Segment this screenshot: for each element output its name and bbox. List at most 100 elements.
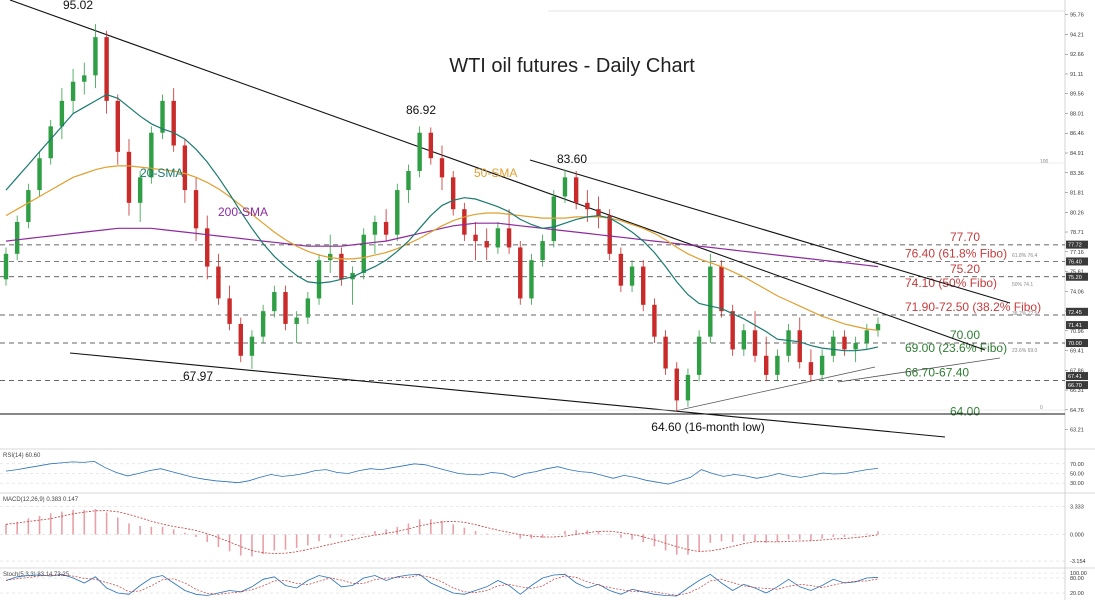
macd-grid: 3.333 0.000 -3.154 [0,504,1086,565]
candle-body [283,292,288,324]
level-label: 66.70-67.40 [905,366,969,380]
candle-body [406,170,411,191]
candle-body [741,330,747,350]
price-tag-bg [1066,257,1088,266]
sma-200-line [5,222,879,268]
price-tick-label: 77.16 [1070,250,1084,256]
price-tag-bg [1066,307,1088,316]
fibo-label-236: 23.6% 69.0 [1012,348,1038,354]
candle-body [439,158,445,178]
rsi-line [5,460,879,485]
candle-body [48,126,53,159]
level-label: 70.00 [950,328,980,342]
price-tick-label: 81.81 [1070,191,1084,197]
candle-body [82,75,87,82]
sma-20-line [5,93,879,352]
price-tick-label: 94.21 [1070,32,1084,38]
candle-body [831,336,836,356]
price-tick-label: 74.06 [1070,289,1084,295]
candle-body [126,151,132,203]
upper-trendline [9,0,986,351]
candle-body [272,292,277,312]
indicator-tick-label: 80.00 [1070,576,1084,582]
price-tag-label: 76.40 [1068,259,1082,265]
stoch-k-line [5,573,879,597]
price-tag-label: 70.00 [1068,341,1082,347]
macd-histogram [5,509,879,557]
indicator-tick-label: 0.000 [1070,532,1084,538]
candle-body [93,37,98,76]
trendlines [0,0,1065,438]
price-tick-label: 89.56 [1070,92,1084,98]
candle-body [853,343,858,350]
candle-body [786,330,791,356]
fibo-small-labels: 61.8% 76.4 50% 74.1 38.2% 72.5 23.6% 69.… [1012,159,1049,411]
candle-body [339,253,344,280]
label-20-sma: 20-SMA [140,166,183,180]
candle-body [629,266,635,286]
candle-body [797,330,802,363]
price-tick-label: 75.61 [1070,270,1084,276]
fibo-label-100: 100 [1040,159,1049,165]
annotation-low-67: 67.97 [183,369,213,383]
indicator-tick-label: 30.00 [1070,481,1084,487]
candle-body [216,266,221,299]
price-tick-label: 83.36 [1070,171,1084,177]
price-tick-label: 67.86 [1070,368,1084,374]
candle-body [495,228,501,248]
resistance-trendline [529,159,1011,304]
price-tag-bg [1066,321,1088,330]
candle-body [305,298,311,318]
macd-title: MACD(12,26,9) 0.383 0.147 [3,497,79,503]
candle-body [160,100,165,133]
candle-body [596,209,601,216]
candle-body [708,266,713,337]
candle-body [696,336,702,375]
indicator-tick-label: 3.333 [1070,504,1084,510]
candle-body [104,37,109,101]
level-label: 69.00 (23.6% Fibo) [905,341,1007,355]
macd-panel: MACD(12,26,9) 0.383 0.147 3.333 0.000 -3.1… [0,497,1086,565]
candle-body [775,355,780,375]
candle-body [59,100,65,127]
price-tick-label: 84.91 [1070,151,1084,157]
candle-body [573,177,579,203]
candle-body [149,132,154,178]
candle-body [294,317,299,324]
price-tick-label: 95.76 [1070,13,1084,19]
candle-body [585,202,590,210]
candle-body [193,190,199,229]
rsi-panel: RSI(14) 60.60 70.00 50.00 30.00 [0,453,1084,487]
candle-body [428,132,434,159]
level-label: 74.10 (50% Fibo) [905,276,997,290]
fibo-label-618: 61.8% 76.4 [1012,253,1038,259]
candle-body [260,311,266,337]
candle-body [70,81,76,101]
candle-body [607,215,612,254]
candle-body [663,336,668,369]
annotation-high-86: 86.92 [406,103,436,117]
price-tick-label: 88.01 [1070,111,1084,117]
candle-body [506,228,512,248]
indicator-tick-label: 50.00 [1070,472,1084,478]
candle-body [685,374,691,401]
candle-body [462,209,467,235]
fibo-label-382: 38.2% 72.5 [1012,311,1038,317]
price-tick-label: 91.11 [1070,72,1083,78]
price-tick-label: 86.46 [1070,131,1084,137]
candle-body [529,260,534,299]
fibo-label-0: 0 [1040,405,1043,411]
candle-body [562,177,568,197]
rising-trendline [674,366,876,412]
price-tick-label: 80.26 [1070,210,1084,216]
candle-body [372,221,378,235]
candle-body [238,323,243,356]
price-tag-bg [1066,272,1088,281]
candle-body [14,221,20,254]
price-tag-bg [1066,339,1088,348]
price-candles [3,24,881,412]
price-tick-label: 92.66 [1070,52,1084,58]
candle-body [205,228,210,267]
